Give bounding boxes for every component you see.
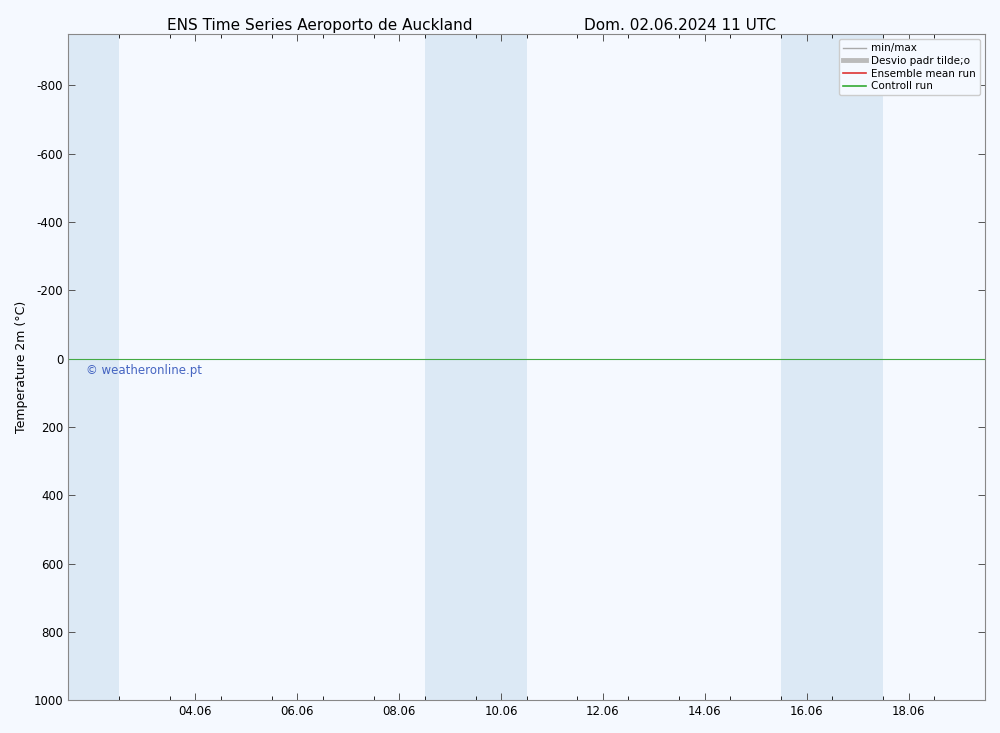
Text: © weatheronline.pt: © weatheronline.pt xyxy=(86,364,202,377)
Bar xyxy=(781,34,883,700)
Legend: min/max, Desvio padr tilde;o, Ensemble mean run, Controll run: min/max, Desvio padr tilde;o, Ensemble m… xyxy=(839,40,980,95)
Bar xyxy=(425,34,527,700)
Text: ENS Time Series Aeroporto de Auckland: ENS Time Series Aeroporto de Auckland xyxy=(167,18,473,32)
Y-axis label: Temperature 2m (°C): Temperature 2m (°C) xyxy=(15,301,28,433)
Text: Dom. 02.06.2024 11 UTC: Dom. 02.06.2024 11 UTC xyxy=(584,18,776,32)
Bar xyxy=(68,34,119,700)
